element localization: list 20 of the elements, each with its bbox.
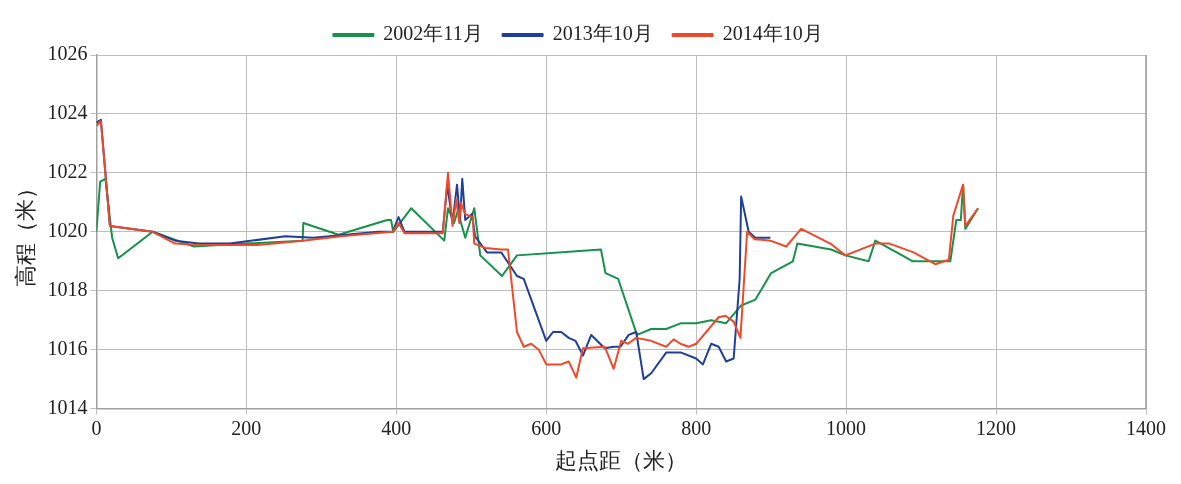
x-tick-label: 400	[381, 416, 412, 439]
y-tick-label: 1016	[47, 336, 88, 359]
y-axis-title: 高程（米）	[12, 176, 38, 287]
x-tick-label: 1000	[826, 416, 867, 439]
x-tick-label: 1200	[976, 416, 1017, 439]
legend-label: 2002年11月	[383, 22, 483, 45]
y-tick-label: 1014	[47, 395, 88, 418]
y-tick-label: 1022	[47, 160, 88, 183]
x-tick-label: 0	[91, 416, 102, 439]
legend-label: 2014年10月	[722, 22, 823, 45]
x-tick-label: 800	[681, 416, 712, 439]
x-tick-label: 600	[531, 416, 562, 439]
y-tick-label: 1024	[47, 101, 88, 124]
x-tick-label: 200	[231, 416, 262, 439]
y-tick-label: 1020	[47, 219, 88, 242]
legend-label: 2013年10月	[552, 22, 653, 45]
y-tick-label: 1018	[47, 277, 88, 300]
x-axis-title: 起点距（米）	[555, 447, 688, 473]
x-tick-label: 1400	[1126, 416, 1166, 439]
y-tick-label: 1026	[47, 42, 88, 65]
